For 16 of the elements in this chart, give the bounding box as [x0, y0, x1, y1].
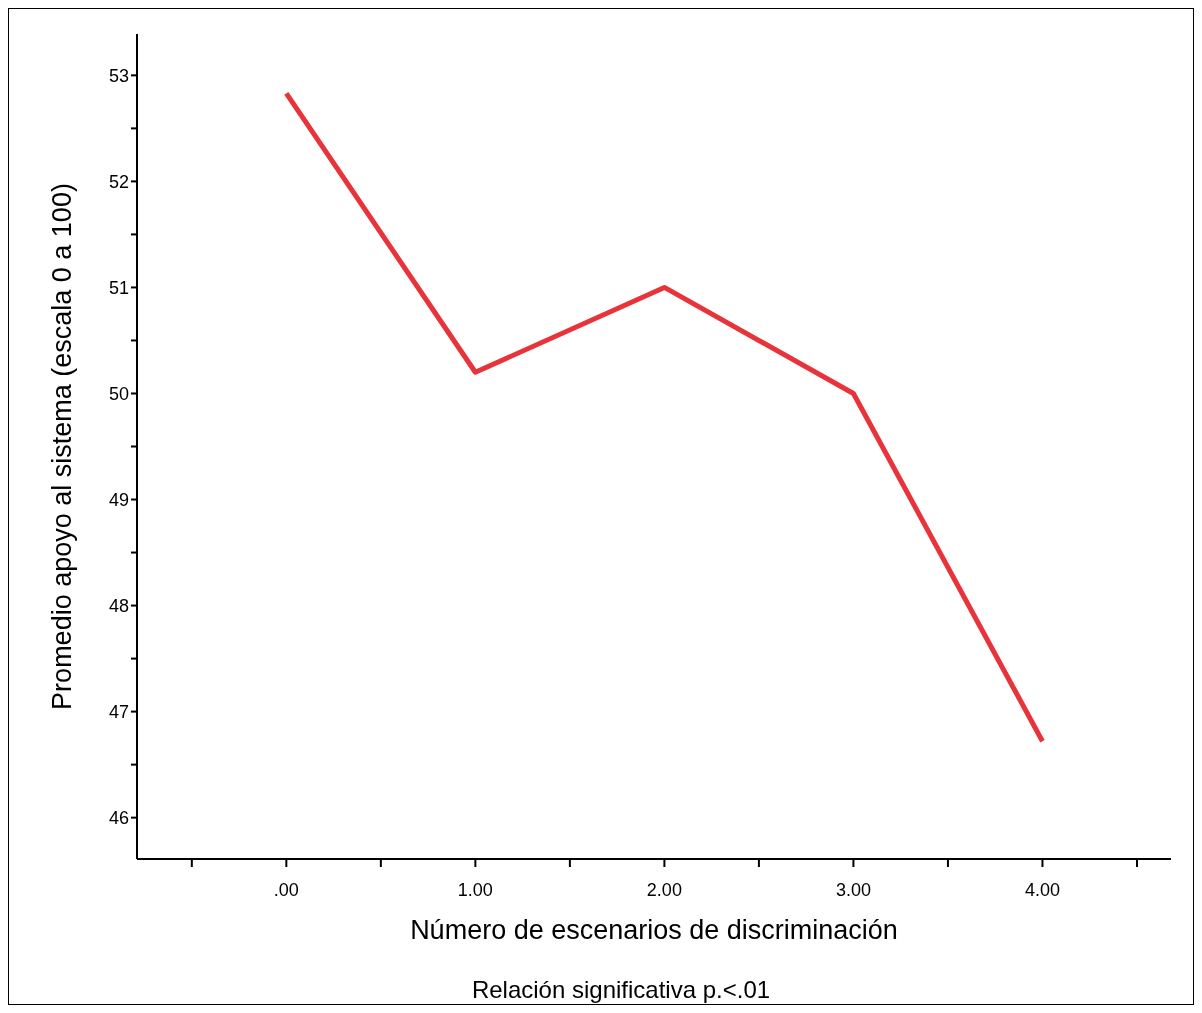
y-tick-label: 51 [108, 277, 129, 298]
x-tick-label: .00 [273, 879, 299, 900]
y-tick-label: 46 [108, 808, 129, 829]
x-tick-label: 2.00 [646, 879, 682, 900]
y-tick-label: 53 [108, 65, 129, 86]
x-axis-title: Número de escenarios de discriminación [410, 915, 898, 945]
text: Relación significativa p.<.01 [470, 976, 772, 1004]
y-axis-title: Promedio apoyo al sistema (escala 0 a 100) [46, 183, 77, 710]
y-tick-label: 52 [108, 171, 129, 192]
y-tick-label: 49 [108, 489, 129, 510]
x-tick-label: 1.00 [457, 879, 493, 900]
y-tick-label: 48 [108, 595, 129, 616]
y-tick-label: 47 [108, 701, 129, 722]
x-tick-label: 3.00 [835, 879, 871, 900]
y-tick-label: 50 [108, 383, 129, 404]
x-tick-label: 4.00 [1024, 879, 1060, 900]
